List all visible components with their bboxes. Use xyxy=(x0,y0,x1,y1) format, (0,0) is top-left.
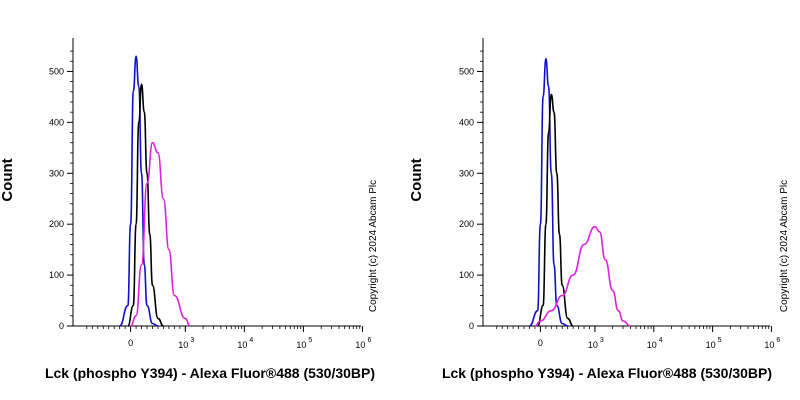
x-axis-label: Lck (phospho Y394) - Alexa Fluor®488 (53… xyxy=(442,365,772,381)
x-tick-label: 10 xyxy=(706,340,716,350)
y-tick-label: 100 xyxy=(459,270,474,280)
x-tick-label: 10 xyxy=(647,340,657,350)
x-tick-label: 0 xyxy=(128,338,133,348)
x-tick-label: 0 xyxy=(538,338,543,348)
series-2-curve xyxy=(127,83,164,327)
y-tick-label: 500 xyxy=(459,66,474,76)
copyright-notice: Copyright (c) 2024 Abcam Plc xyxy=(368,180,379,312)
y-tick-label: 400 xyxy=(49,117,64,127)
y-tick-label: 300 xyxy=(459,168,474,178)
series-1-curve xyxy=(529,57,568,327)
x-tick-exponent: 5 xyxy=(718,337,722,344)
x-tick-exponent: 6 xyxy=(776,337,780,344)
series-1-curve xyxy=(119,55,159,327)
x-tick-exponent: 6 xyxy=(367,337,371,344)
x-tick-label: 10 xyxy=(355,340,365,350)
y-tick-label: 100 xyxy=(49,270,64,280)
x-tick-label: 10 xyxy=(764,340,774,350)
y-tick-label: 200 xyxy=(459,219,474,229)
y-tick-label: 300 xyxy=(49,168,64,178)
copyright-notice: Copyright (c) 2024 Abcam Plc xyxy=(779,180,790,312)
x-tick-exponent: 3 xyxy=(600,337,604,344)
x-tick-label: 10 xyxy=(237,340,247,350)
x-tick-exponent: 4 xyxy=(249,337,253,344)
y-tick-label: 200 xyxy=(49,219,64,229)
x-tick-exponent: 5 xyxy=(308,337,312,344)
x-tick-label: 10 xyxy=(178,340,188,350)
x-tick-label: 10 xyxy=(588,340,598,350)
x-axis-label: Lck (phospho Y394) - Alexa Fluor®488 (53… xyxy=(45,365,375,381)
y-tick-label: 500 xyxy=(49,66,64,76)
y-tick-label: 0 xyxy=(469,321,474,331)
y-tick-label: 400 xyxy=(459,117,474,127)
x-tick-label: 10 xyxy=(296,340,306,350)
series-2-curve xyxy=(536,93,574,327)
y-tick-label: 0 xyxy=(59,321,64,331)
y-axis-label: Count xyxy=(0,158,16,201)
y-axis-label: Count xyxy=(408,158,425,201)
x-tick-exponent: 4 xyxy=(659,337,663,344)
series-3-curve xyxy=(534,225,631,327)
series-3-curve xyxy=(130,141,191,327)
x-tick-exponent: 3 xyxy=(190,337,194,344)
